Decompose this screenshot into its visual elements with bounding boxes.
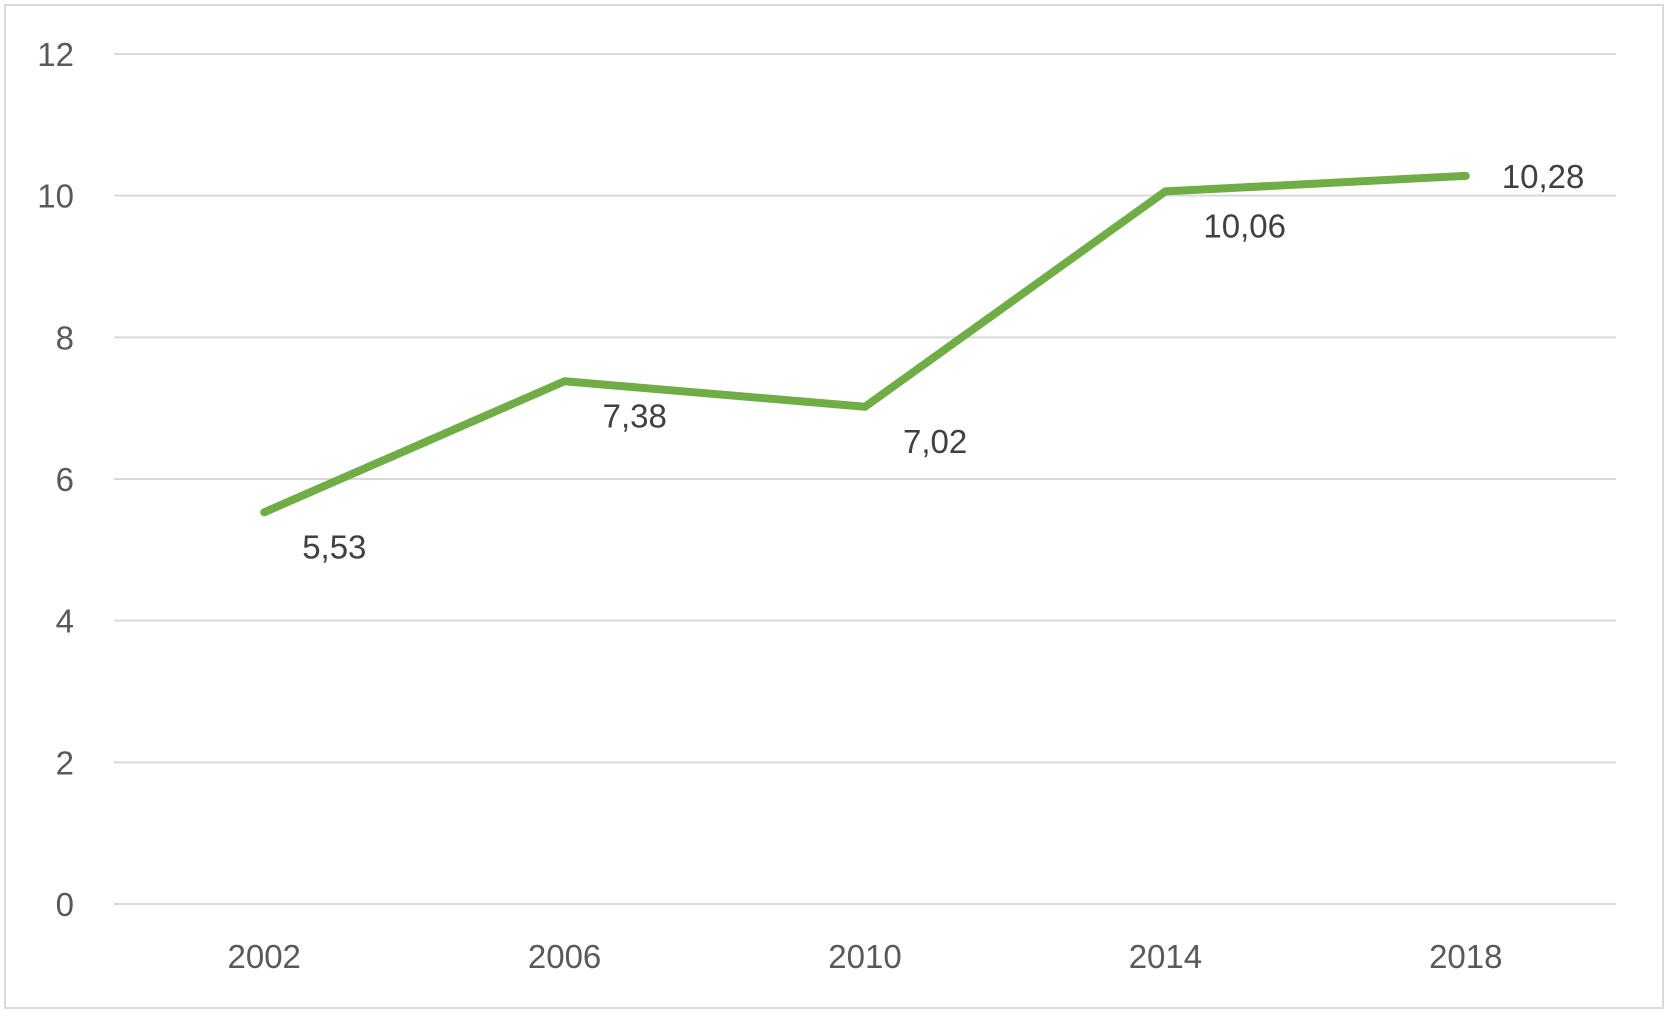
x-tick-label: 2010 [828, 938, 901, 975]
series-line [260, 171, 1470, 517]
data-label: 7,02 [903, 423, 967, 460]
data-label: 10,28 [1502, 158, 1585, 195]
data-labels: 5,53 7,38 7,02 10,06 10,28 [302, 158, 1584, 565]
data-label: 7,38 [603, 397, 667, 434]
y-tick-label: 12 [37, 36, 74, 73]
data-label: 5,53 [302, 528, 366, 565]
data-label: 10,06 [1203, 207, 1286, 244]
y-tick-label: 2 [56, 744, 74, 781]
x-tick-label: 2018 [1429, 938, 1502, 975]
x-axis-ticks: 2002 2006 2010 2014 2018 [227, 938, 1502, 975]
x-tick-label: 2006 [528, 938, 601, 975]
y-tick-label: 4 [56, 603, 74, 640]
y-tick-label: 8 [56, 319, 74, 356]
y-tick-label: 10 [37, 178, 74, 215]
y-tick-label: 0 [56, 886, 74, 923]
y-axis-ticks: 0 2 4 6 8 10 12 [37, 36, 74, 923]
series-layer [260, 171, 1470, 517]
y-tick-label: 6 [56, 461, 74, 498]
x-tick-label: 2014 [1129, 938, 1202, 975]
gridlines [114, 53, 1616, 905]
x-tick-label: 2002 [227, 938, 300, 975]
